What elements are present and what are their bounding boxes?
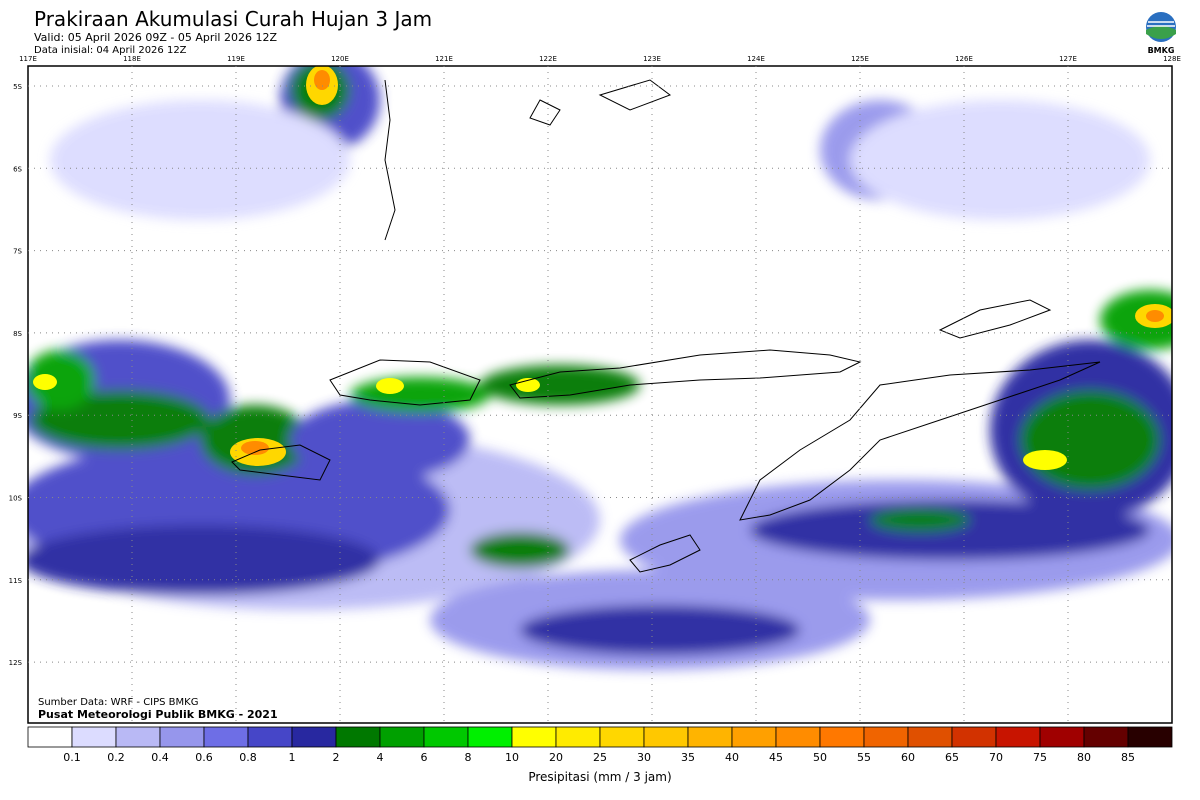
- legend-swatch: [687, 726, 733, 748]
- title: Prakiraan Akumulasi Curah Hujan 3 Jam: [34, 7, 432, 31]
- legend-label: 65: [945, 751, 959, 764]
- legend-label: 50: [813, 751, 827, 764]
- publisher-credit: Pusat Meteorologi Publik BMKG - 2021: [38, 708, 278, 721]
- valid-time: Valid: 05 April 2026 09Z - 05 April 2026…: [34, 31, 277, 44]
- legend-label: 25: [593, 751, 607, 764]
- latitude-label: 11S: [9, 577, 23, 585]
- legend-label: 8: [465, 751, 472, 764]
- legend-swatch: [863, 726, 909, 748]
- legend-swatch: [291, 726, 337, 748]
- legend-swatch: [775, 726, 821, 748]
- legend-label: 75: [1033, 751, 1047, 764]
- latitude-label: 7S: [13, 248, 22, 256]
- legend-swatch: [379, 726, 425, 748]
- longitude-label: 128E: [1163, 55, 1181, 63]
- longitude-label: 120E: [331, 55, 349, 63]
- source-credit: Sumber Data: WRF - CIPS BMKG: [38, 697, 198, 708]
- legend-swatch: [159, 726, 205, 748]
- precipitation-field: [28, 66, 1172, 670]
- latitude-label: 6S: [13, 165, 22, 173]
- map-frame: [27, 65, 1173, 724]
- legend-swatch: [731, 726, 777, 748]
- legend-swatch: [555, 726, 601, 748]
- legend-label: 0.8: [239, 751, 257, 764]
- legend-label: 0.4: [151, 751, 169, 764]
- legend-label: 0.2: [107, 751, 125, 764]
- legend-swatch: [1127, 726, 1173, 748]
- legend-swatch: [599, 726, 645, 748]
- latitude-label: 12S: [9, 659, 23, 667]
- legend-swatch: [71, 726, 117, 748]
- legend-label: 35: [681, 751, 695, 764]
- longitude-label: 127E: [1059, 55, 1077, 63]
- legend-label: 10: [505, 751, 519, 764]
- legend-swatch: [511, 726, 557, 748]
- latitude-label: 9S: [13, 412, 22, 420]
- longitude-label: 125E: [851, 55, 869, 63]
- legend-label: 60: [901, 751, 915, 764]
- legend-swatch: [115, 726, 161, 748]
- legend-label: 70: [989, 751, 1003, 764]
- legend-swatch: [27, 726, 73, 748]
- legend-title: Presipitasi (mm / 3 jam): [528, 770, 671, 784]
- longitude-label: 119E: [227, 55, 245, 63]
- legend-swatch: [995, 726, 1041, 748]
- legend-swatch: [643, 726, 689, 748]
- legend-label: 45: [769, 751, 783, 764]
- logo: BMKG: [1146, 12, 1176, 55]
- longitude-label: 121E: [435, 55, 453, 63]
- latitude-label: 8S: [13, 330, 22, 338]
- legend-swatch: [247, 726, 293, 748]
- longitude-label: 124E: [747, 55, 765, 63]
- legend-swatch: [1039, 726, 1085, 748]
- legend-label: 2: [333, 751, 340, 764]
- longitude-label: 117E: [19, 55, 37, 63]
- longitude-label: 122E: [539, 55, 557, 63]
- legend-label: 80: [1077, 751, 1091, 764]
- legend-swatch: [335, 726, 381, 748]
- legend-swatch: [951, 726, 997, 748]
- legend-label: 0.6: [195, 751, 213, 764]
- legend-swatch: [203, 726, 249, 748]
- legend-label: 30: [637, 751, 651, 764]
- longitude-label: 126E: [955, 55, 973, 63]
- legend-label: 4: [377, 751, 384, 764]
- legend-swatch: [467, 726, 513, 748]
- legend-label: 6: [421, 751, 428, 764]
- legend-swatch: [907, 726, 953, 748]
- legend-label: 1: [289, 751, 296, 764]
- legend-label: 0.1: [63, 751, 81, 764]
- legend-swatch: [819, 726, 865, 748]
- logo-text: BMKG: [1148, 46, 1175, 55]
- legend-label: 40: [725, 751, 739, 764]
- longitude-label: 118E: [123, 55, 141, 63]
- longitude-label: 123E: [643, 55, 661, 63]
- legend-label: 85: [1121, 751, 1135, 764]
- latitude-label: 5S: [13, 83, 22, 91]
- legend-swatch: [1083, 726, 1129, 748]
- initial-time: Data inisial: 04 April 2026 12Z: [34, 45, 187, 56]
- coastlines: [231, 79, 1101, 573]
- legend-label: 20: [549, 751, 563, 764]
- latitude-label: 10S: [9, 495, 23, 503]
- legend-label: 55: [857, 751, 871, 764]
- legend-swatch: [423, 726, 469, 748]
